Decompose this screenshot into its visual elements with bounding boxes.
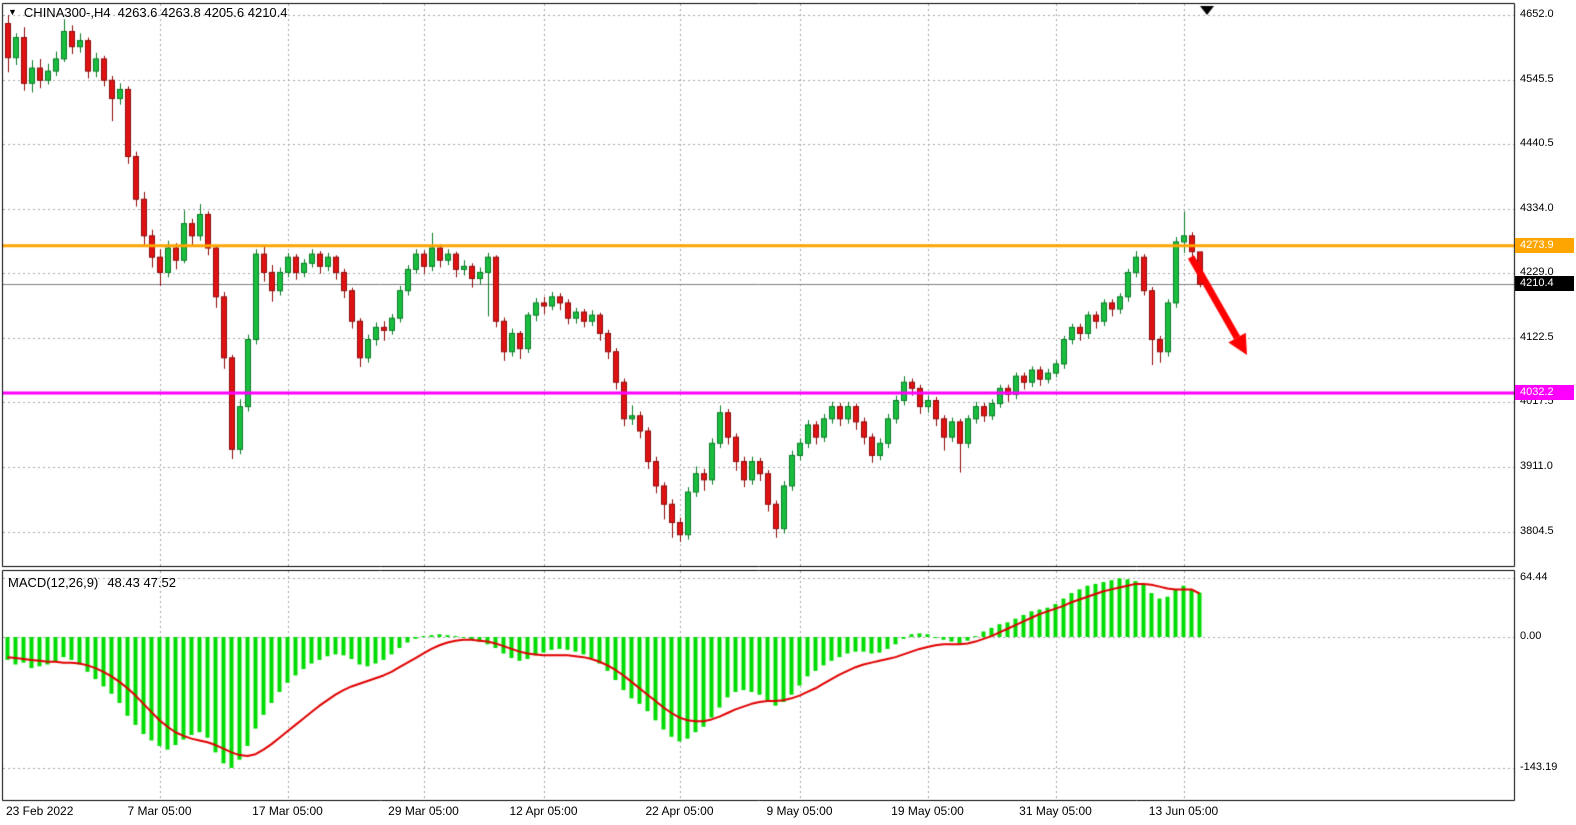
time-axis-label: 22 Apr 05:00 bbox=[645, 804, 714, 818]
price-axis-label: 4545.5 bbox=[1520, 72, 1554, 85]
time-axis-label: 17 Mar 05:00 bbox=[252, 804, 323, 818]
last-price-tag: 4210.4 bbox=[1515, 276, 1574, 292]
resistance-price-tag: 4273.9 bbox=[1515, 237, 1574, 253]
price-scale[interactable]: 4652.0 4545.5 4440.5 4334.0 4229.0 4122.5 4017… bbox=[1514, 0, 1576, 800]
time-axis-label: 19 May 05:00 bbox=[891, 804, 964, 818]
time-axis-label: 29 Mar 05:00 bbox=[388, 804, 459, 818]
price-axis-label: 4440.5 bbox=[1520, 137, 1554, 150]
time-axis-label: 12 Apr 05:00 bbox=[509, 804, 578, 818]
time-scale[interactable]: 23 Feb 2022 7 Mar 05:00 17 Mar 05:00 29 Mar… bbox=[0, 800, 1576, 825]
price-axis-label: 4229.0 bbox=[1520, 266, 1554, 279]
macd-axis-label: 0.00 bbox=[1520, 630, 1542, 642]
time-axis-label: 9 May 05:00 bbox=[766, 804, 833, 818]
chart-header: ▼ CHINA300-,H4 4263.6 4263.8 4205.6 4210… bbox=[8, 5, 288, 20]
price-axis-label: 4122.5 bbox=[1520, 331, 1554, 343]
symbol-dropdown-icon[interactable]: ▼ bbox=[8, 7, 17, 17]
support-price-tag: 4032.2 bbox=[1515, 385, 1574, 401]
macd-indicator-label: MACD(12,26,9) bbox=[8, 575, 99, 590]
symbol-timeframe-label: CHINA300-,H4 bbox=[23, 5, 111, 20]
price-axis-label: 4334.0 bbox=[1520, 201, 1554, 214]
price-axis-label: 4652.0 bbox=[1520, 8, 1554, 20]
time-axis-label: 23 Feb 2022 bbox=[6, 804, 74, 818]
time-axis-label: 31 May 05:00 bbox=[1019, 804, 1092, 818]
macd-axis-label: 64.44 bbox=[1520, 570, 1548, 583]
macd-values: 48.43 47.52 bbox=[107, 575, 176, 590]
price-axis-label: 3804.5 bbox=[1520, 525, 1554, 537]
price-axis-label: 3911.0 bbox=[1520, 460, 1553, 473]
ohlc-values: 4263.6 4263.8 4205.6 4210.4 bbox=[117, 5, 288, 20]
macd-header: MACD(12,26,9) 48.43 47.52 bbox=[8, 575, 176, 590]
time-axis-label: 13 Jun 05:00 bbox=[1148, 804, 1219, 818]
time-axis-label: 7 Mar 05:00 bbox=[127, 804, 192, 818]
macd-axis-label: -143.19 bbox=[1520, 761, 1558, 774]
